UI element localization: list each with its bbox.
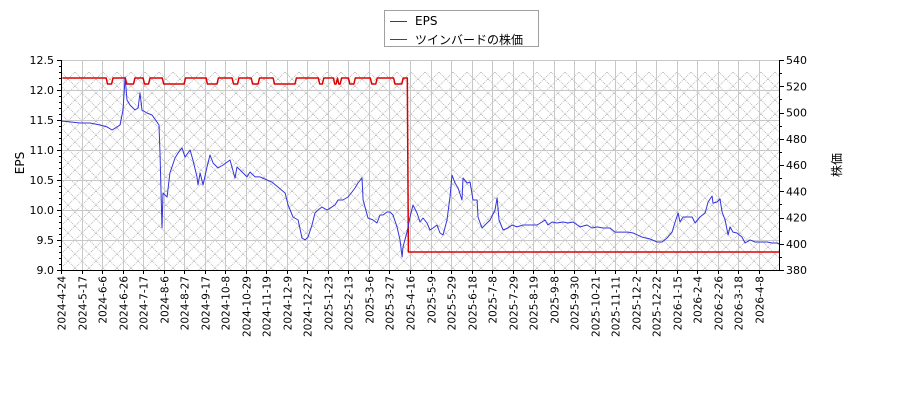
y-axis-label-right: 株価 <box>829 153 844 177</box>
x-tick-label: 2024-8-27 <box>180 276 192 330</box>
x-tick-label: 2025-10-21 <box>591 276 603 337</box>
x-tick-label: 2025-7-8 <box>488 276 500 324</box>
right-tick-label: 400 <box>786 238 807 251</box>
left-tick-label: 12.5 <box>30 54 55 67</box>
right-tick-label: 420 <box>786 212 807 225</box>
x-tick-label: 2024-7-17 <box>139 276 151 330</box>
x-tick-label: 2025-1-23 <box>324 276 336 330</box>
right-tick-label: 500 <box>786 107 807 120</box>
left-tick-label: 10.0 <box>30 204 55 217</box>
x-tick-label: 2024-12-9 <box>283 276 295 330</box>
x-tick-label: 2026-2-26 <box>714 276 726 331</box>
x-tick-label: 2024-4-24 <box>57 276 69 331</box>
right-tick-label: 480 <box>786 133 807 146</box>
hatched-region <box>61 72 780 270</box>
eps-line <box>62 77 780 253</box>
x-tick-label: 2025-9-30 <box>570 276 582 330</box>
legend: EPS ツインバードの株価 <box>384 10 539 47</box>
left-axis: 9.0 9.5 10.0 10.5 11.0 11.5 12.0 12.5 <box>30 54 61 277</box>
stock-price-line <box>60 76 780 258</box>
left-tick-label: 10.5 <box>30 174 55 187</box>
x-tick-label: 2025-3-27 <box>385 276 397 330</box>
legend-label-eps: EPS <box>415 14 438 28</box>
legend-label-price: ツインバードの株価 <box>415 32 524 47</box>
y-axis-label-left: EPS <box>13 152 27 174</box>
x-tick-label: 2025-11-11 <box>611 276 623 337</box>
x-tick-label: 2026-4-8 <box>755 276 767 324</box>
axis-spines <box>61 60 780 271</box>
x-tick-label: 2025-5-29 <box>447 276 459 330</box>
legend-item-price: ツインバードの株価 <box>390 30 523 48</box>
x-tick-label: 2025-6-18 <box>468 276 480 330</box>
x-tick-label: 2025-7-29 <box>509 276 521 330</box>
x-tick-label: 2025-2-13 <box>344 276 356 330</box>
x-tick-label: 2024-12-27 <box>303 276 315 337</box>
x-tick-label: 2024-11-19 <box>262 276 274 337</box>
right-tick-label: 440 <box>786 185 807 198</box>
left-tick-label: 9.0 <box>37 264 55 277</box>
x-tick-label: 2025-5-9 <box>427 276 439 324</box>
left-tick-label: 12.0 <box>30 84 55 97</box>
left-tick-label: 11.0 <box>30 144 55 157</box>
left-tick-label: 9.5 <box>37 234 55 247</box>
right-tick-label: 540 <box>786 54 807 67</box>
x-tick-label: 2025-8-19 <box>529 276 541 330</box>
legend-swatch-eps <box>390 20 407 22</box>
legend-swatch-price <box>390 38 407 40</box>
x-tick-label: 2024-9-17 <box>201 276 213 330</box>
left-tick-label: 11.5 <box>30 114 55 127</box>
right-tick-label: 460 <box>786 159 807 172</box>
right-tick-label: 520 <box>786 80 807 93</box>
x-tick-label: 2024-6-6 <box>98 276 110 324</box>
x-tick-label: 2025-3-6 <box>365 276 377 324</box>
x-tick-label: 2024-8-6 <box>160 276 172 324</box>
x-tick-label: 2025-4-16 <box>406 276 418 331</box>
x-tick-label: 2026-2-4 <box>693 276 705 324</box>
right-tick-label: 380 <box>786 264 807 277</box>
x-tick-label: 2024-10-29 <box>242 276 254 337</box>
x-tick-label: 2024-10-8 <box>221 276 233 330</box>
x-tick-label: 2025-12-22 <box>652 276 664 337</box>
legend-item-eps: EPS <box>390 12 437 30</box>
x-tick-label: 2024-6-26 <box>119 276 131 331</box>
x-tick-label: 2026-3-18 <box>734 276 746 330</box>
x-tick-label: 2026-1-15 <box>673 276 685 330</box>
x-tick-label: 2025-12-2 <box>632 276 644 330</box>
x-axis: 2024-4-24 2024-5-17 2024-6-6 2024-6-26 2024-… <box>57 270 767 337</box>
right-axis: 380 400 420 440 460 480 500 520 540 <box>780 54 807 277</box>
x-tick-label: 2024-5-17 <box>78 276 90 330</box>
gridlines <box>61 60 779 271</box>
x-tick-label: 2025-9-8 <box>550 276 562 324</box>
